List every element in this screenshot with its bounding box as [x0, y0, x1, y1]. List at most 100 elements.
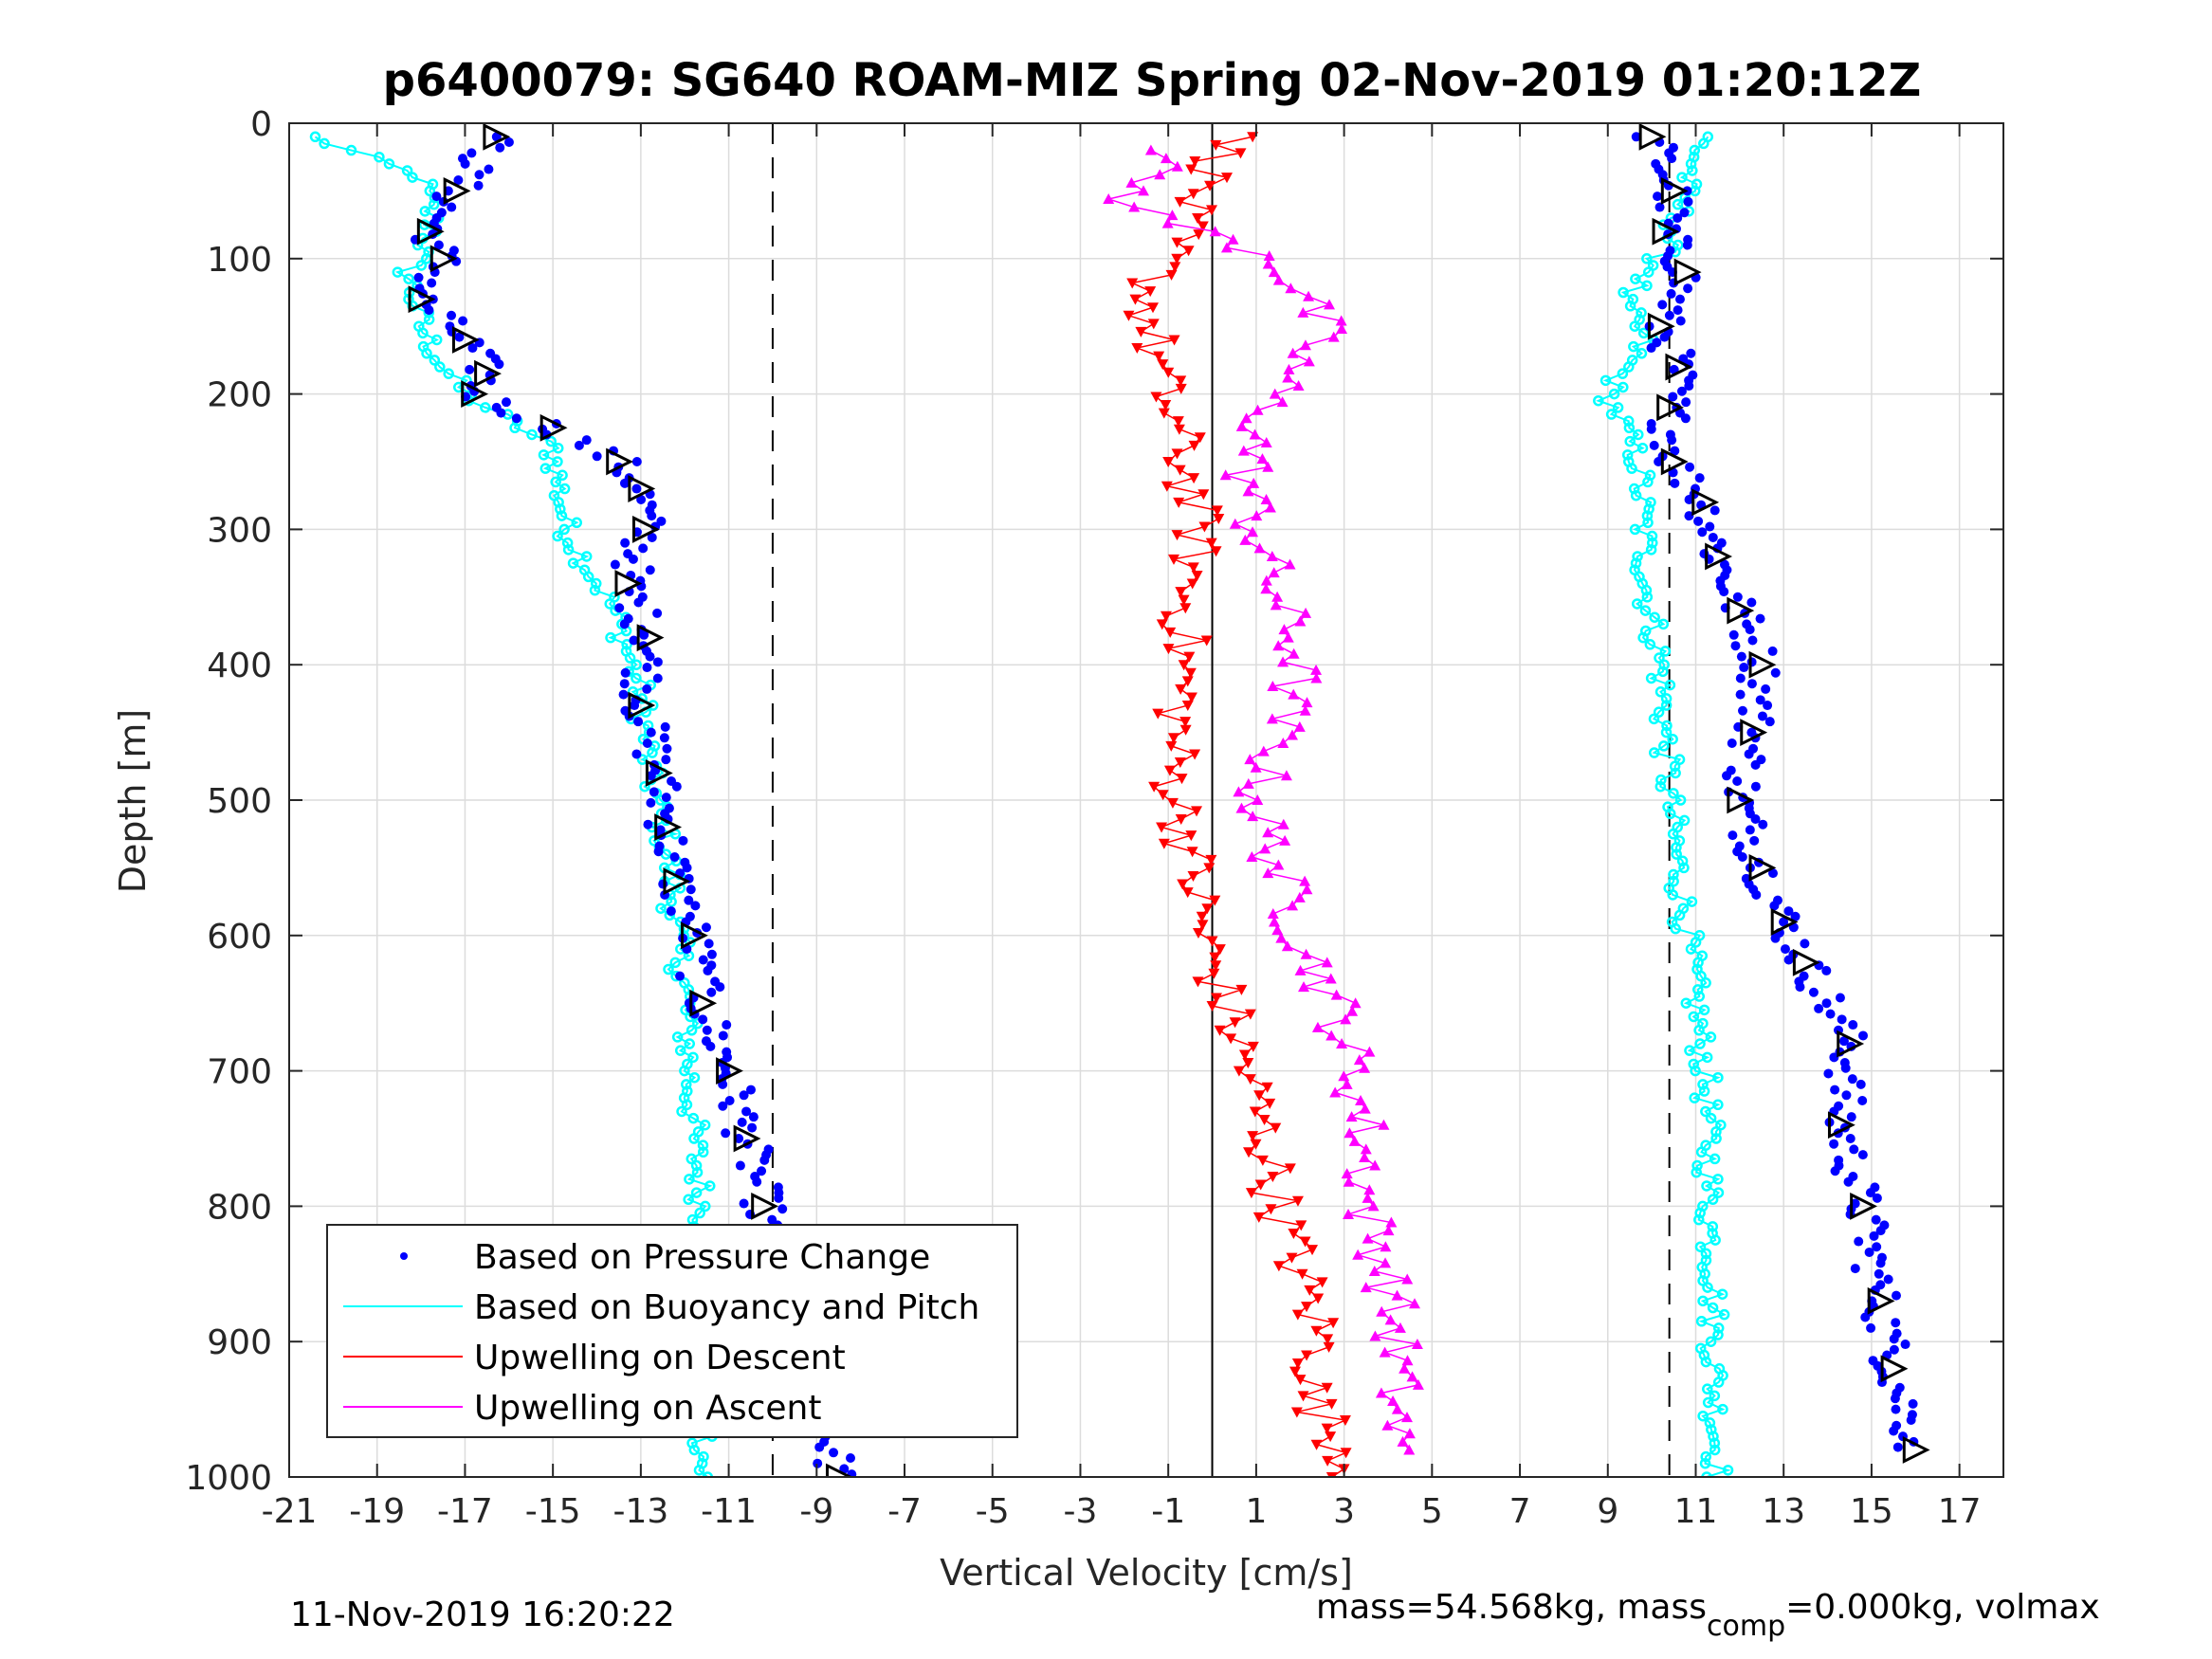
- pressure-point: [424, 305, 434, 316]
- descent-upwelling-point: [1200, 635, 1213, 647]
- pressure-point: [1763, 701, 1773, 711]
- ascent-upwelling-point: [1281, 940, 1293, 952]
- pressure-point: [1666, 288, 1676, 299]
- ascent-upwelling-point: [1325, 1030, 1338, 1041]
- buoyancy-point: [1636, 442, 1649, 454]
- pressure-point: [658, 879, 668, 889]
- ascent-upwelling-point: [1268, 266, 1280, 278]
- ascent-upwelling-point: [1286, 729, 1298, 740]
- descent-upwelling-point: [1253, 1090, 1266, 1102]
- x-tick-label: -17: [437, 1492, 493, 1531]
- descent-upwelling-point: [1284, 1163, 1296, 1175]
- pressure-point: [1869, 1231, 1879, 1241]
- pressure-point: [1795, 982, 1805, 993]
- buoyancy-point: [552, 442, 564, 454]
- buoyancy-point: [1668, 868, 1679, 881]
- buoyancy-point: [1641, 510, 1654, 521]
- descent-upwelling-point: [1267, 1171, 1279, 1182]
- descent-upwelling-point: [1161, 481, 1173, 492]
- pressure-point: [721, 1128, 731, 1139]
- buoyancy-point: [567, 557, 579, 569]
- descent-upwelling-line: [1126, 136, 1348, 1477]
- pressure-marker-triangle: [689, 989, 718, 1017]
- buoyancy-point: [1691, 1159, 1703, 1172]
- ascent-upwelling-point: [1287, 347, 1299, 358]
- pressure-point: [1694, 473, 1705, 483]
- descent-upwelling-point: [1187, 870, 1199, 882]
- pressure-point: [1739, 663, 1749, 673]
- pressure-point: [653, 847, 664, 857]
- ascent-upwelling-point: [1242, 777, 1254, 789]
- pressure-point: [1837, 1014, 1847, 1025]
- pressure-point: [813, 1458, 823, 1468]
- buoyancy-point: [1640, 584, 1653, 596]
- pressure-point: [703, 965, 713, 975]
- pressure-point: [698, 955, 708, 965]
- descent-upwelling-point: [1150, 392, 1162, 403]
- y-tick-label: 700: [207, 1053, 272, 1092]
- descent-upwelling-point: [1310, 1325, 1323, 1337]
- pressure-marker-triangle: [451, 326, 480, 354]
- buoyancy-point: [1631, 598, 1643, 610]
- buoyancy-point: [443, 368, 454, 379]
- buoyancy-point: [1671, 848, 1682, 860]
- descent-upwelling-point: [1158, 838, 1170, 849]
- pressure-point: [737, 1117, 747, 1127]
- buoyancy-point: [562, 544, 575, 556]
- descent-upwelling-point: [1165, 269, 1178, 281]
- buoyancy-point: [589, 584, 601, 596]
- buoyancy-point: [1624, 435, 1636, 447]
- pressure-point: [1860, 1312, 1871, 1322]
- ascent-upwelling-point: [1267, 681, 1279, 692]
- pressure-point: [619, 478, 630, 488]
- pressure-point: [660, 721, 670, 732]
- descent-upwelling-point: [1244, 1074, 1256, 1085]
- buoyancy-point: [1678, 862, 1690, 874]
- buoyancy-point: [1716, 1288, 1728, 1300]
- descent-upwelling-point: [1191, 806, 1203, 817]
- buoyancy-point: [1642, 476, 1654, 488]
- ascent-upwelling-point: [1285, 283, 1297, 294]
- descent-upwelling-point: [1323, 1341, 1335, 1353]
- buoyancy-point: [1709, 1390, 1721, 1402]
- ascent-upwelling-point: [1412, 1378, 1424, 1390]
- descent-upwelling-point: [1325, 1431, 1337, 1443]
- pressure-point: [1727, 738, 1737, 749]
- descent-upwelling-point: [1179, 603, 1192, 614]
- descent-upwelling-point: [1181, 676, 1194, 687]
- ascent-upwelling-point: [1287, 900, 1299, 911]
- pressure-marker-triangle: [430, 245, 458, 273]
- buoyancy-point: [1641, 592, 1654, 603]
- buoyancy-point: [604, 598, 615, 610]
- buoyancy-point: [539, 463, 552, 474]
- pressure-point: [1736, 651, 1746, 662]
- buoyancy-point: [631, 659, 642, 670]
- buoyancy-point: [419, 206, 431, 217]
- pressure-point: [1829, 1139, 1839, 1149]
- pressure-point: [1709, 505, 1720, 516]
- pressure-point: [1732, 592, 1743, 602]
- descent-upwelling-point: [1261, 1082, 1273, 1093]
- descent-upwelling-point: [1174, 465, 1186, 476]
- pressure-marker-triangle: [539, 413, 568, 442]
- descent-upwelling-point: [1290, 1407, 1303, 1418]
- descent-upwelling-point: [1299, 1236, 1311, 1248]
- descent-upwelling-point: [1126, 278, 1139, 289]
- descent-upwelling-point: [1206, 1001, 1218, 1012]
- buoyancy-point: [1618, 286, 1629, 299]
- pressure-point: [666, 906, 676, 917]
- buoyancy-point: [1623, 422, 1636, 434]
- buoyancy-point: [1709, 1153, 1721, 1165]
- buoyancy-point: [1718, 1308, 1730, 1321]
- pressure-marker-triangle: [645, 759, 673, 787]
- ascent-upwelling-point: [1378, 1119, 1390, 1130]
- ascent-upwelling-point: [1335, 315, 1347, 326]
- buoyancy-point: [526, 428, 538, 441]
- pressure-point: [1830, 1166, 1840, 1176]
- buoyancy-point: [319, 137, 330, 150]
- pressure-point: [447, 202, 457, 212]
- buoyancy-point: [1673, 909, 1686, 921]
- ascent-upwelling-point: [1229, 518, 1241, 529]
- pressure-point: [1683, 283, 1693, 294]
- pressure-point: [1728, 830, 1738, 841]
